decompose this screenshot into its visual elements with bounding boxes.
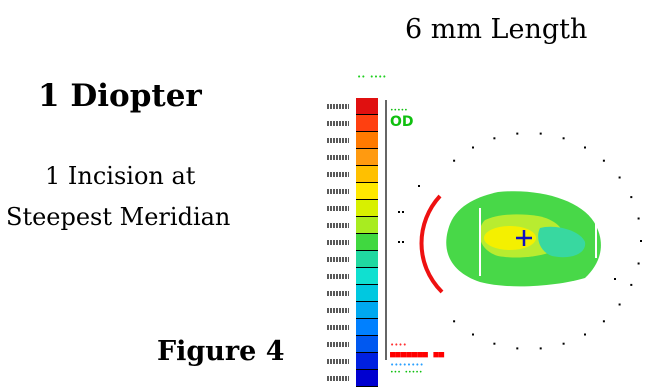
ring-dot (630, 283, 633, 286)
scale-tick-label (327, 138, 349, 143)
eye-caption: ••••• (390, 107, 408, 114)
scale-tick-label (327, 240, 349, 245)
ring-dot (453, 320, 456, 323)
ring-dot (562, 342, 565, 345)
incision-label-line1: 1 Incision at (45, 162, 196, 190)
scale-segment (356, 234, 378, 251)
ring-dot (453, 159, 456, 162)
scale-tick-label (327, 121, 349, 126)
scale-segment (356, 251, 378, 268)
scale-segment (356, 336, 378, 353)
scale-header-text: •• •••• (357, 73, 387, 81)
scale-segment (356, 217, 378, 234)
ring-dot (640, 240, 642, 242)
ring-dot (602, 320, 605, 323)
eye-label: ••••• OD (390, 107, 414, 130)
scale-segment (356, 370, 378, 387)
ring-dot (618, 303, 621, 306)
scale-segment (356, 149, 378, 166)
scale-tick-label (327, 172, 349, 177)
ring-dot (630, 196, 633, 199)
scale-tick-label (327, 189, 349, 194)
inner-dots (398, 185, 616, 280)
ring-dot (539, 132, 542, 135)
scale-segment (356, 132, 378, 149)
ring-dot (516, 132, 519, 135)
topography-map (385, 100, 642, 360)
ring-dot (493, 137, 496, 140)
scale-segment (356, 285, 378, 302)
ring-dot (618, 176, 621, 179)
scale-tick-label (327, 155, 349, 160)
outer-ring-dots (453, 132, 642, 350)
ring-dot (472, 146, 474, 149)
scale-segment (356, 319, 378, 336)
diopter-label: 1 Diopter (38, 78, 202, 114)
scale-segment (356, 166, 378, 183)
scale-segment (356, 98, 378, 115)
scale-segment (356, 353, 378, 370)
info-text-line1: •••• (390, 341, 407, 349)
scale-tick-label (327, 376, 349, 381)
scale-tick-label (327, 342, 349, 347)
incision-arc (419, 194, 444, 294)
scale-tick-label (327, 257, 349, 262)
ring-dot (602, 159, 605, 162)
incision-label-line2: Steepest Meridian (6, 203, 231, 231)
info-text-line2: ■■■■■■■ ■■ (390, 350, 445, 360)
ring-dot (584, 333, 586, 336)
figure-label: Figure 4 (157, 336, 285, 367)
scale-tick-label (327, 325, 349, 330)
ring-dot (472, 333, 474, 336)
length-label: 6 mm Length (405, 14, 588, 45)
ring-dot (493, 342, 496, 345)
ring-dot (539, 347, 542, 350)
ring-dot (637, 217, 640, 220)
scale-segment (356, 268, 378, 285)
scale-tick-label (327, 223, 349, 228)
scale-segment (356, 200, 378, 217)
ring-dot (584, 146, 586, 149)
scale-segment (356, 115, 378, 132)
scale-tick-label (327, 308, 349, 313)
scale-tick-label (327, 359, 349, 364)
info-text-line4: ••• ••••• (390, 369, 423, 376)
scale-tick-label (327, 206, 349, 211)
color-scale-bar (356, 98, 378, 387)
center-cross (516, 230, 532, 246)
topo-right-lobe (538, 226, 586, 258)
scale-segment (356, 302, 378, 319)
ring-dot (516, 347, 519, 350)
scale-segment (356, 183, 378, 200)
scale-tick-label (327, 291, 349, 296)
scale-tick-label (327, 104, 349, 109)
info-text-line3: •••••••• (390, 361, 424, 369)
ring-dot (637, 262, 640, 265)
ring-dot (562, 137, 565, 140)
eye-label-text: OD (390, 114, 414, 130)
scale-tick-label (327, 274, 349, 279)
